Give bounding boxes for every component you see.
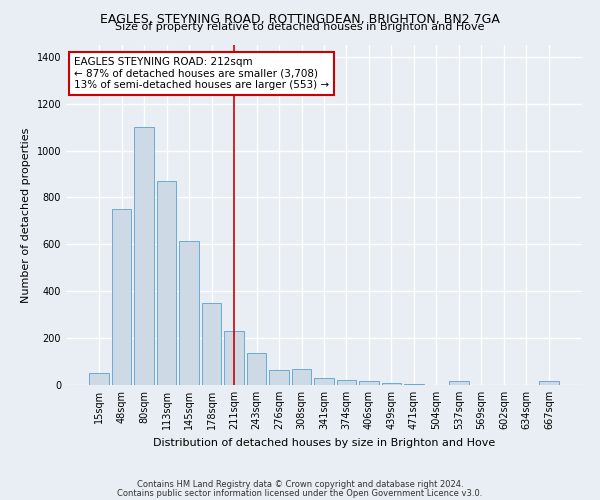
Text: Size of property relative to detached houses in Brighton and Hove: Size of property relative to detached ho… [115,22,485,32]
Bar [247,354,266,385]
Bar [112,209,131,385]
Bar [269,370,289,385]
Bar [382,382,401,385]
Bar [89,374,109,385]
Text: EAGLES, STEYNING ROAD, ROTTINGDEAN, BRIGHTON, BN2 7GA: EAGLES, STEYNING ROAD, ROTTINGDEAN, BRIG… [100,12,500,26]
Bar [314,378,334,385]
Y-axis label: Number of detached properties: Number of detached properties [21,128,31,302]
Bar [134,127,154,385]
Bar [292,368,311,385]
X-axis label: Distribution of detached houses by size in Brighton and Hove: Distribution of detached houses by size … [153,438,495,448]
Bar [179,241,199,385]
Bar [202,303,221,385]
Text: Contains HM Land Registry data © Crown copyright and database right 2024.: Contains HM Land Registry data © Crown c… [137,480,463,489]
Bar [449,382,469,385]
Bar [539,382,559,385]
Bar [359,382,379,385]
Text: Contains public sector information licensed under the Open Government Licence v3: Contains public sector information licen… [118,488,482,498]
Bar [337,380,356,385]
Bar [224,331,244,385]
Bar [157,181,176,385]
Text: EAGLES STEYNING ROAD: 212sqm
← 87% of detached houses are smaller (3,708)
13% of: EAGLES STEYNING ROAD: 212sqm ← 87% of de… [74,57,329,90]
Bar [404,384,424,385]
